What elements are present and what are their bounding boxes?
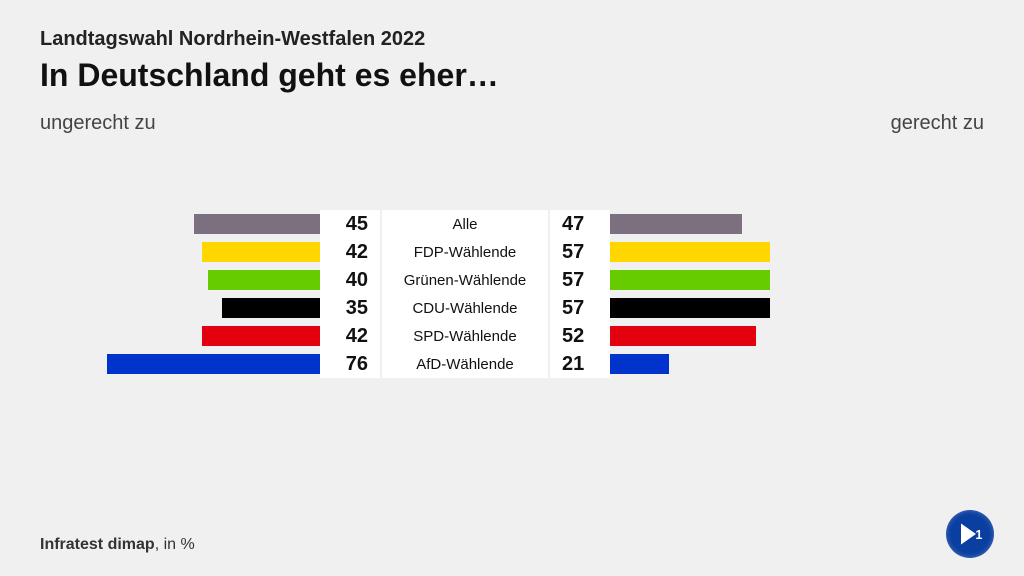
table-row: 76AfD-Wählende21 xyxy=(40,350,984,378)
bar-left xyxy=(202,326,320,346)
bar-right-cell xyxy=(610,322,890,350)
value-right: 57 xyxy=(550,266,610,294)
row-label: AfD-Wählende xyxy=(380,350,550,378)
chart-subtitle: Landtagswahl Nordrhein-Westfalen 2022 xyxy=(40,28,984,51)
chart-header: Landtagswahl Nordrhein-Westfalen 2022 In… xyxy=(0,0,1024,94)
bar-left xyxy=(222,298,320,318)
bar-left xyxy=(107,354,320,374)
value-left: 45 xyxy=(320,210,380,238)
row-label: SPD-Wählende xyxy=(380,322,550,350)
bar-left xyxy=(194,214,320,234)
source-unit: , in % xyxy=(155,536,195,553)
value-right: 21 xyxy=(550,350,610,378)
row-label: Grünen-Wählende xyxy=(380,266,550,294)
chart-footer: Infratest dimap, in % xyxy=(40,536,195,554)
bar-right-cell xyxy=(610,294,890,322)
value-right: 52 xyxy=(550,322,610,350)
bar-right xyxy=(610,242,770,262)
bar-right-cell xyxy=(610,210,890,238)
bar-left xyxy=(208,270,320,290)
axis-label-left: ungerecht zu xyxy=(40,112,156,135)
bar-right-cell xyxy=(610,266,890,294)
play-1-icon: 1 xyxy=(955,519,985,549)
bar-left xyxy=(202,242,320,262)
value-left: 40 xyxy=(320,266,380,294)
diverging-bar-chart: 45Alle4742FDP-Wählende5740Grünen-Wählend… xyxy=(40,210,984,378)
bar-left-cell xyxy=(40,238,320,266)
table-row: 40Grünen-Wählende57 xyxy=(40,266,984,294)
bar-right-cell xyxy=(610,350,890,378)
bar-right xyxy=(610,214,742,234)
bar-left-cell xyxy=(40,350,320,378)
table-row: 42SPD-Wählende52 xyxy=(40,322,984,350)
source-name: Infratest dimap xyxy=(40,536,155,553)
bar-left-cell xyxy=(40,294,320,322)
bar-left-cell xyxy=(40,266,320,294)
chart-title: In Deutschland geht es eher… xyxy=(40,57,984,94)
bar-right xyxy=(610,326,756,346)
bar-right xyxy=(610,298,770,318)
bar-right xyxy=(610,354,669,374)
value-right: 57 xyxy=(550,294,610,322)
table-row: 42FDP-Wählende57 xyxy=(40,238,984,266)
bar-right-cell xyxy=(610,238,890,266)
axis-labels: ungerecht zu gerecht zu xyxy=(0,94,1024,135)
bar-right xyxy=(610,270,770,290)
row-label: FDP-Wählende xyxy=(380,238,550,266)
axis-label-right: gerecht zu xyxy=(891,112,984,135)
value-right: 47 xyxy=(550,210,610,238)
svg-text:1: 1 xyxy=(975,528,982,542)
bar-left-cell xyxy=(40,322,320,350)
row-label: CDU-Wählende xyxy=(380,294,550,322)
value-left: 76 xyxy=(320,350,380,378)
bar-left-cell xyxy=(40,210,320,238)
table-row: 45Alle47 xyxy=(40,210,984,238)
value-left: 42 xyxy=(320,238,380,266)
value-right: 57 xyxy=(550,238,610,266)
value-left: 35 xyxy=(320,294,380,322)
value-left: 42 xyxy=(320,322,380,350)
ard-logo: 1 xyxy=(946,510,994,558)
row-label: Alle xyxy=(380,210,550,238)
table-row: 35CDU-Wählende57 xyxy=(40,294,984,322)
